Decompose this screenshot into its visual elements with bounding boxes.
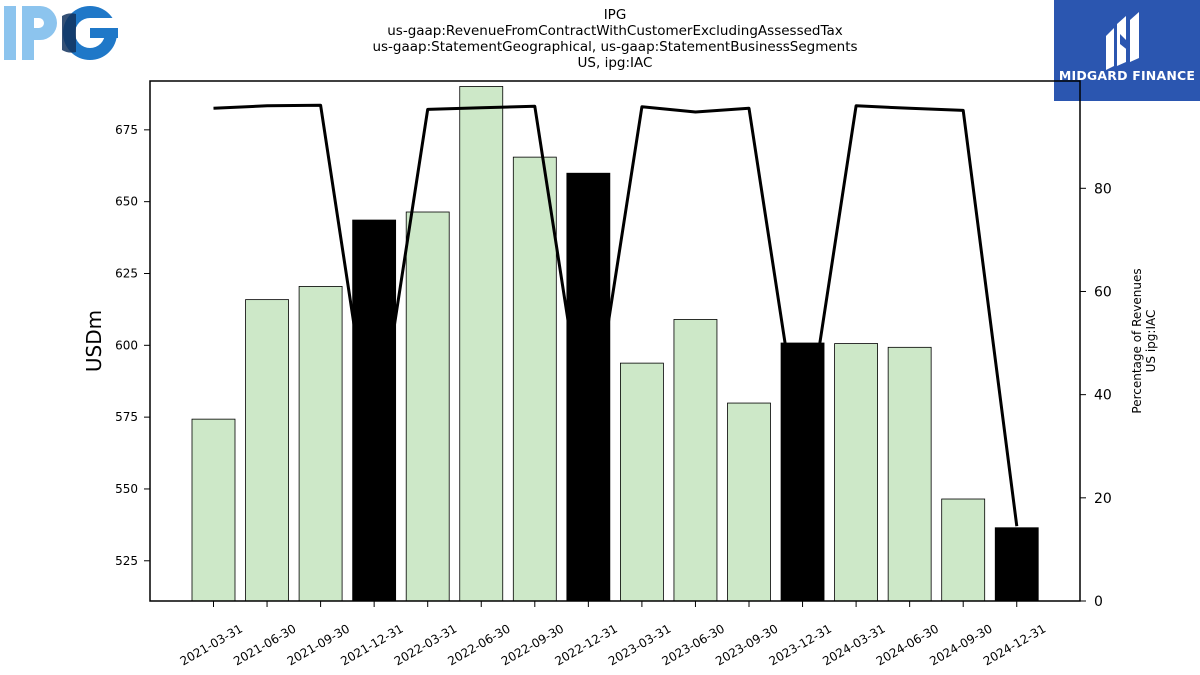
brand-badge: MIDGARD FINANCE bbox=[1054, 0, 1200, 101]
title-line-3: us-gaap:StatementGeographical, us-gaap:S… bbox=[372, 39, 858, 55]
title-line-2: us-gaap:RevenueFromContractWithCustomerE… bbox=[387, 23, 843, 39]
y-tick-label: 525 bbox=[115, 554, 138, 568]
bar-2022-03-31 bbox=[405, 211, 450, 602]
y2-axis-label-line-1: Percentage of Revenues bbox=[1130, 268, 1144, 413]
y-tick-label: 600 bbox=[115, 338, 138, 352]
y-tick-label: 550 bbox=[115, 482, 138, 496]
y2-tick-label: 20 bbox=[1094, 491, 1112, 507]
ipg-logo bbox=[4, 6, 122, 60]
title-line-4: US, ipg:IAC bbox=[577, 55, 653, 71]
brand-name: MIDGARD FINANCE bbox=[1058, 68, 1196, 83]
bar-2022-12-31 bbox=[566, 172, 611, 602]
y2-tick-label: 0 bbox=[1094, 594, 1103, 610]
bar-2021-06-30 bbox=[245, 299, 289, 602]
y2-tick-label: 40 bbox=[1094, 388, 1112, 404]
bar-2024-09-30 bbox=[941, 498, 986, 602]
percentage-line-group bbox=[213, 103, 1019, 527]
bar-2021-12-31 bbox=[352, 219, 397, 602]
bar-2024-06-30 bbox=[887, 346, 932, 602]
bar-2024-03-31 bbox=[834, 343, 878, 602]
y-tick-label: 625 bbox=[115, 266, 138, 280]
bar-2021-03-31 bbox=[191, 418, 236, 602]
bar-2021-09-30 bbox=[298, 286, 343, 602]
plot-frame bbox=[149, 80, 1081, 602]
y2-tick-label: 80 bbox=[1094, 181, 1112, 197]
bar-group bbox=[191, 86, 1039, 602]
bar-2022-09-30 bbox=[512, 156, 557, 602]
y-tick-label: 650 bbox=[115, 195, 138, 209]
y-tick-label: 675 bbox=[115, 123, 138, 137]
y2-tick-label: 60 bbox=[1094, 284, 1112, 300]
bar-2023-03-31 bbox=[620, 362, 664, 602]
bar-2022-06-30 bbox=[459, 86, 504, 602]
chart-title: IPG us-gaap:RevenueFromContractWithCusto… bbox=[300, 7, 930, 71]
percentage-line bbox=[213, 103, 1019, 527]
title-line-1: IPG bbox=[603, 7, 627, 23]
bar-2023-09-30 bbox=[727, 402, 771, 602]
midgard-logo-icon bbox=[1106, 12, 1139, 70]
y2-axis-label-line-2: US ipg:IAC bbox=[1144, 310, 1158, 373]
bar-2023-06-30 bbox=[673, 319, 718, 602]
bar-2024-12-31 bbox=[994, 527, 1039, 602]
bar-2023-12-31 bbox=[780, 342, 825, 602]
y-axis-label: USDm bbox=[82, 310, 106, 372]
y-tick-label: 575 bbox=[115, 410, 138, 424]
